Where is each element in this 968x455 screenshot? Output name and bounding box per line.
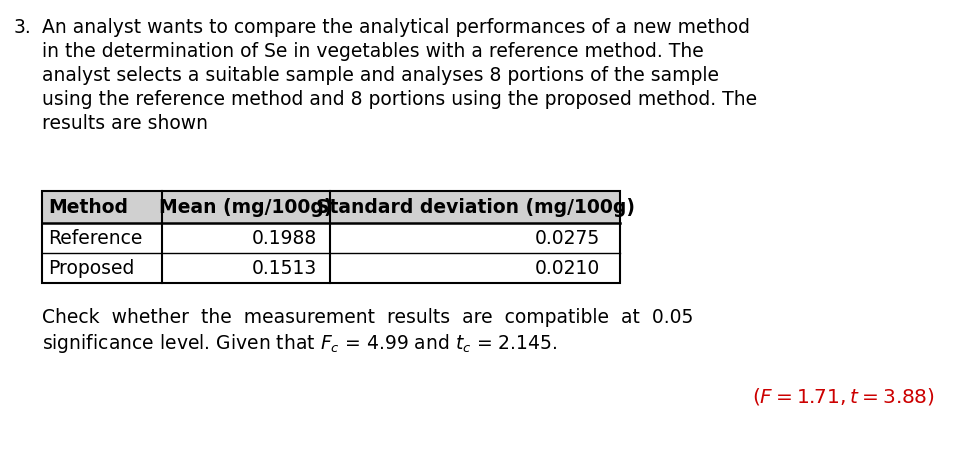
Text: analyst selects a suitable sample and analyses 8 portions of the sample: analyst selects a suitable sample and an… [42,66,719,85]
Text: Check  whether  the  measurement  results  are  compatible  at  0.05: Check whether the measurement results ar… [42,307,693,326]
Text: Standard deviation (mg/100g): Standard deviation (mg/100g) [316,198,634,217]
Text: Reference: Reference [48,229,142,248]
Text: in the determination of Se in vegetables with a reference method. The: in the determination of Se in vegetables… [42,42,704,61]
Text: 0.0210: 0.0210 [534,259,600,278]
Text: 3.: 3. [14,18,32,37]
Text: results are shown: results are shown [42,114,208,133]
Bar [42,192,620,283]
Text: significance level. Given that $F_c$ = 4.99 and $t_c$ = 2.145.: significance level. Given that $F_c$ = 4… [42,331,558,354]
Text: $(F = 1.71, t = 3.88)$: $(F = 1.71, t = 3.88)$ [752,385,935,406]
Text: An analyst wants to compare the analytical performances of a new method: An analyst wants to compare the analytic… [42,18,750,37]
Text: 0.0275: 0.0275 [534,229,600,248]
Text: Proposed: Proposed [48,259,135,278]
Text: 0.1988: 0.1988 [252,229,317,248]
Text: using the reference method and 8 portions using the proposed method. The: using the reference method and 8 portion… [42,90,757,109]
Bar [42,192,620,223]
Text: Method: Method [48,198,128,217]
Text: 0.1513: 0.1513 [252,259,317,278]
Text: Mean (mg/100g): Mean (mg/100g) [160,198,333,217]
